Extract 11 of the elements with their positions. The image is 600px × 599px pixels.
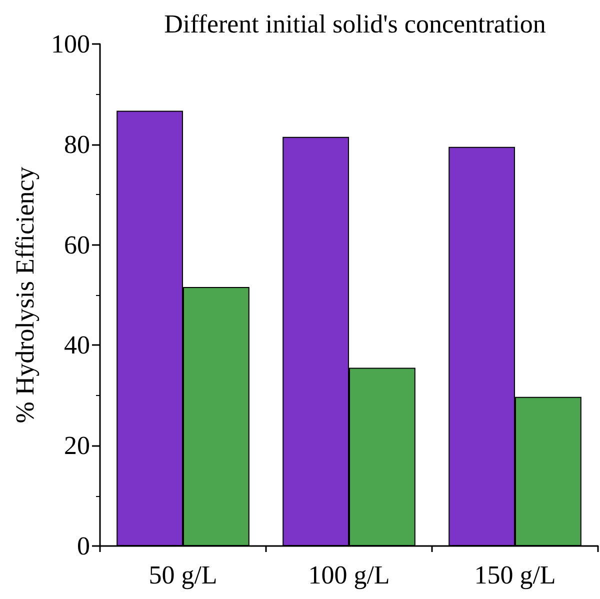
y-tick-label: 60 (64, 230, 90, 260)
x-tick-label: 100 g/L (308, 560, 390, 590)
x-tick-label: 50 g/L (148, 560, 218, 590)
y-tick-label: 100 (51, 30, 90, 58)
y-axis-title: % Hydrolysis Efficiency (10, 166, 40, 424)
y-tick-label: 0 (77, 532, 90, 560)
x-tick-label: 150 g/L (474, 560, 556, 590)
chart-title: Different initial solid's concentration (164, 10, 546, 38)
y-tick-label: 20 (64, 431, 90, 460)
y-tick-label: 40 (64, 330, 90, 360)
y-tick-label: 80 (64, 130, 90, 159)
